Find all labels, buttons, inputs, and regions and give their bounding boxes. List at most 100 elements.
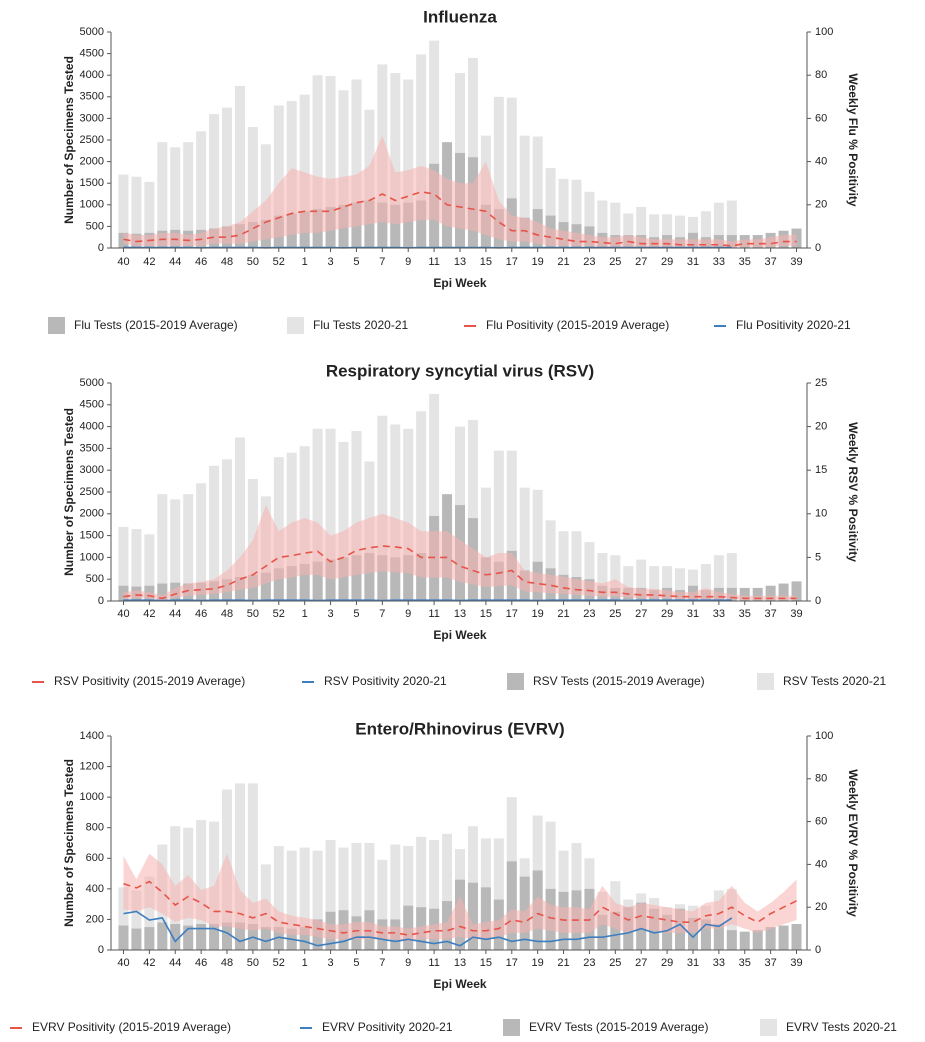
x-tick-label: 25: [609, 608, 621, 620]
bar: [390, 844, 401, 950]
y-tick-label: 1000: [80, 551, 104, 563]
bar: [390, 73, 401, 248]
y2-tick-label: 20: [815, 901, 827, 913]
bar: [273, 846, 284, 950]
bar: [157, 583, 168, 601]
bar: [312, 850, 323, 950]
x-tick-label: 25: [609, 256, 621, 268]
bar: [234, 783, 245, 950]
chart-title: Influenza: [423, 7, 497, 26]
bar: [765, 927, 776, 950]
legend-label: Flu Positivity 2020-21: [736, 318, 851, 332]
bar: [118, 174, 129, 248]
bar: [636, 206, 647, 248]
bar: [623, 566, 634, 601]
bar: [390, 424, 401, 601]
x-tick-label: 15: [480, 957, 492, 969]
x-tick-label: 9: [405, 608, 411, 620]
bar: [286, 566, 297, 601]
bar: [273, 457, 284, 601]
bar: [118, 526, 129, 601]
bar: [131, 176, 142, 248]
bar: [752, 930, 763, 950]
bar: [196, 483, 207, 601]
legend-label: EVRV Positivity 2020-21: [322, 1020, 453, 1034]
bar: [765, 585, 776, 601]
lines: [123, 545, 797, 602]
bar: [752, 587, 763, 601]
bar: [209, 114, 220, 248]
bar: [429, 40, 440, 248]
bar: [260, 572, 271, 601]
x-tick-label: 44: [169, 256, 181, 268]
bar: [222, 107, 233, 248]
x-tick-label: 39: [790, 256, 802, 268]
bar: [247, 127, 258, 248]
x-tick-label: 23: [583, 256, 595, 268]
x-tick-label: 1: [302, 957, 308, 969]
bar: [196, 820, 207, 950]
bar: [687, 917, 698, 950]
bar: [403, 846, 414, 950]
bar: [325, 839, 336, 950]
y-tick-label: 4000: [80, 69, 104, 81]
x-tick-label: 19: [532, 957, 544, 969]
x-tick-label: 5: [353, 957, 359, 969]
y-tick-label: 1500: [80, 530, 104, 542]
bar: [338, 90, 349, 248]
bar: [506, 450, 517, 601]
x-tick-label: 9: [405, 957, 411, 969]
bar: [183, 925, 194, 950]
bar: [726, 930, 737, 950]
bar: [429, 393, 440, 601]
x-tick-label: 23: [583, 608, 595, 620]
bar: [610, 202, 621, 248]
y-tick-label: 1200: [80, 760, 104, 772]
bar: [299, 847, 310, 950]
y2-axis-title: Weekly RSV % Positivity: [846, 422, 860, 562]
legend-swatch: [757, 673, 774, 690]
y2-tick-label: 80: [815, 773, 827, 785]
bar: [351, 555, 362, 601]
x-tick-label: 42: [143, 608, 155, 620]
lines: [123, 880, 797, 947]
x-tick-label: 40: [117, 256, 129, 268]
bar: [662, 214, 673, 248]
x-tick-label: 5: [353, 256, 359, 268]
bar: [545, 168, 556, 248]
x-tick-label: 33: [713, 256, 725, 268]
x-tick-label: 50: [247, 957, 259, 969]
bar: [157, 142, 168, 248]
x-tick-label: 37: [765, 608, 777, 620]
legend-swatch: [48, 317, 65, 334]
x-tick-label: 37: [765, 256, 777, 268]
x-tick-label: 3: [328, 256, 334, 268]
bar: [480, 487, 491, 601]
bar: [416, 411, 427, 601]
x-tick-label: 35: [739, 256, 751, 268]
bar: [649, 566, 660, 601]
x-tick-label: 27: [635, 957, 647, 969]
bar: [131, 890, 142, 950]
bar: [403, 202, 414, 248]
chart-panel: Respiratory syncytial virus (RSV)0500100…: [32, 361, 886, 690]
x-tick-label: 48: [221, 256, 233, 268]
bar: [183, 494, 194, 601]
x-tick-label: 11: [428, 608, 439, 620]
y2-tick-label: 40: [815, 858, 827, 870]
bar: [545, 520, 556, 601]
y-axis-title: Number of Specimens Tested: [62, 56, 76, 224]
x-tick-label: 21: [557, 957, 569, 969]
bar: [636, 559, 647, 601]
x-tick-label: 31: [687, 957, 699, 969]
y-tick-label: 3500: [80, 91, 104, 103]
y2-tick-label: 80: [815, 69, 827, 81]
x-tick-label: 23: [583, 957, 595, 969]
bar: [377, 555, 388, 601]
bar: [597, 200, 608, 248]
x-tick-label: 13: [454, 256, 466, 268]
bar: [312, 428, 323, 601]
x-tick-label: 25: [609, 957, 621, 969]
x-tick-label: 17: [506, 256, 518, 268]
y2-tick-label: 0: [815, 944, 821, 956]
